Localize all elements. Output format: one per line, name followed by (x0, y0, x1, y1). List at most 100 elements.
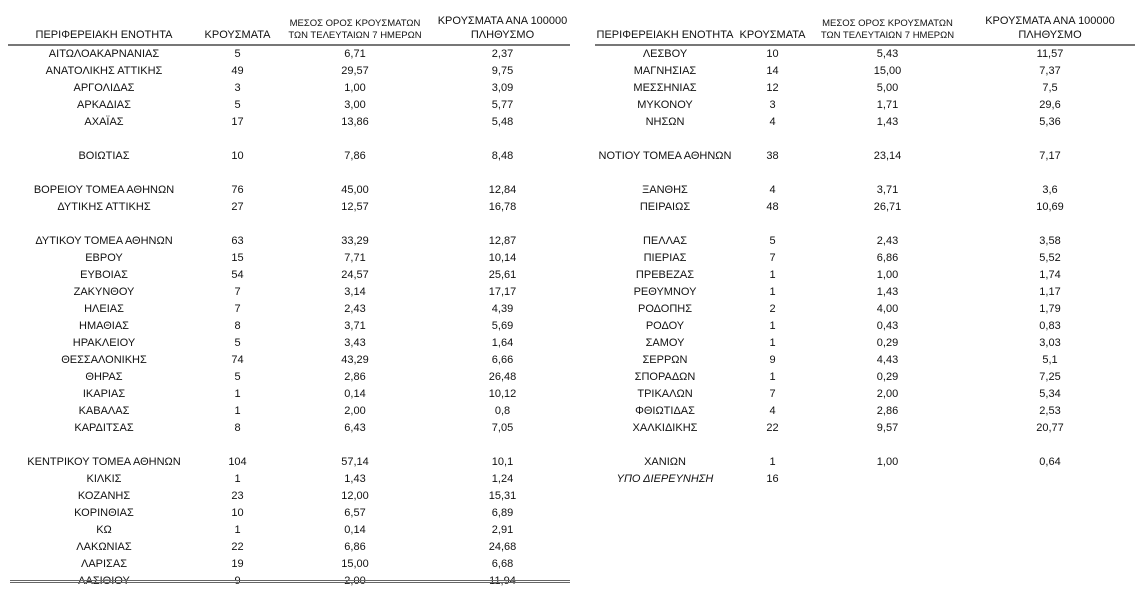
per100k-value: 24,68 (488, 541, 517, 553)
left-table-body: ΑΙΤΩΛΟΑΚΑΡΝΑΝΙΑΣ 5 6,71 2,37 ΑΝΑΤΟΛΙΚΗΣ ΑΤΤΙ… (8, 45, 570, 590)
avg7-value: 6,43 (344, 422, 366, 434)
table-row: ΠΙΕΡΙΑΣ 7 6,86 5,52 (595, 250, 1135, 267)
header-cases: ΚΡΟΥΣΜΑΤΑ (200, 12, 275, 46)
table-row: ΚΕΝΤΡΙΚΟΥ ΤΟΜΕΑ ΑΘΗΝΩΝ 104 57,14 10,1 (8, 454, 570, 471)
table-row: ΑΡΚΑΔΙΑΣ 5 3,00 5,77 (8, 97, 570, 114)
cases-value: 15 (231, 252, 244, 264)
avg7-value: 24,57 (341, 269, 369, 281)
per100k-value: 1,74 (1039, 269, 1061, 281)
region-name: ΑΝΑΤΟΛΙΚΗΣ ΑΤΤΙΚΗΣ (45, 65, 163, 77)
per100k-value: 7,5 (1042, 82, 1058, 94)
region-name: ΠΕΛΛΑΣ (642, 235, 688, 247)
region-name: ΜΥΚΟΝΟΥ (637, 99, 693, 111)
per100k-value: 1,79 (1039, 303, 1061, 315)
cases-value: 9 (769, 354, 776, 366)
avg7-value: 2,00 (344, 405, 366, 417)
cases-value: 76 (231, 184, 244, 196)
avg7-value: 5,00 (876, 82, 899, 94)
per100k-value: 5,1 (1042, 354, 1058, 366)
avg7-value: 2,00 (344, 575, 366, 587)
per100k-value: 0,8 (494, 405, 511, 417)
per100k-value: 0,83 (1039, 320, 1061, 332)
cases-value: 8 (234, 422, 241, 434)
region-name: ΦΘΙΩΤΙΔΑΣ (635, 405, 695, 417)
table-row: ΚΟΡΙΝΘΙΑΣ 10 6,57 6,89 (8, 505, 570, 522)
header-per100k-line1: ΚΡΟΥΣΜΑΤΑ ΑΝΑ 100000 (437, 15, 568, 27)
avg7-value: 6,86 (876, 252, 899, 264)
per100k-value: 10,12 (488, 388, 517, 400)
avg7-value: 0,29 (876, 371, 899, 383)
per100k-value: 5,77 (491, 99, 514, 111)
per100k-value: 6,68 (491, 558, 514, 570)
table-row: ΛΕΣΒΟΥ 10 5,43 11,57 (595, 45, 1135, 63)
per100k-value: 7,37 (1039, 65, 1061, 77)
region-name: ΚΕΝΤΡΙΚΟΥ ΤΟΜΕΑ ΑΘΗΝΩΝ (27, 456, 181, 468)
cases-value: 1 (769, 286, 776, 298)
per100k-value: 1,64 (491, 337, 514, 349)
per100k-value: 3,09 (491, 82, 514, 94)
spacer-row (8, 131, 570, 148)
cases-value: 2 (769, 303, 776, 315)
avg7-value: 3,43 (344, 337, 366, 349)
per100k-value: 0,64 (1039, 456, 1061, 468)
cases-value: 1 (234, 473, 241, 485)
avg7-value: 26,71 (873, 201, 902, 213)
table-row: ΒΟΙΩΤΙΑΣ 10 7,86 8,48 (8, 148, 570, 165)
cases-value: 3 (769, 99, 776, 111)
cases-value: 48 (766, 201, 779, 213)
header-per100k-line2: ΠΛΗΘΥΣΜΟ (1018, 29, 1082, 41)
spacer-row (8, 437, 570, 454)
table-row: ΚΟΖΑΝΗΣ 23 12,00 15,31 (8, 488, 570, 505)
table-row: ΑΧΑΪΑΣ 17 13,86 5,48 (8, 114, 570, 131)
avg7-value: 15,00 (341, 558, 369, 570)
header-region: ΠΕΡΙΦΕΡΕΙΑΚΗ ΕΝΟΤΗΤΑ (595, 12, 735, 46)
header-per100k-line2: ΠΛΗΘΥΣΜΟ (470, 29, 535, 41)
table-row: ΜΥΚΟΝΟΥ 3 1,71 29,6 (595, 97, 1135, 114)
per100k-value: 11,94 (489, 575, 516, 587)
spacer-row (595, 131, 1135, 148)
per100k-value: 26,48 (488, 371, 517, 383)
table-row: ΠΕΙΡΑΙΩΣ 48 26,71 10,69 (595, 199, 1135, 216)
cases-value: 1 (769, 371, 776, 383)
avg7-value: 13,86 (341, 116, 369, 128)
per100k-value: 15,31 (488, 490, 517, 502)
region-name: ΒΟΙΩΤΙΑΣ (78, 150, 130, 162)
region-name: ΠΡΕΒΕΖΑΣ (635, 269, 695, 281)
table-row: ΡΟΔΟΥ 1 0,43 0,83 (595, 318, 1135, 335)
per100k-value: 5,69 (491, 320, 514, 332)
cases-value: 1 (234, 524, 241, 536)
region-name: ΠΕΙΡΑΙΩΣ (639, 201, 691, 213)
region-name: ΥΠΟ ΔΙΕΡΕΥΝΗΣΗ (616, 473, 714, 485)
avg7-value: 3,14 (344, 286, 366, 298)
cases-table-right: ΠΕΡΙΦΕΡΕΙΑΚΗ ΕΝΟΤΗΤΑ ΚΡΟΥΣΜΑΤΑ ΜΕΣΟΣ ΟΡΟ… (595, 12, 1135, 488)
cases-value: 23 (231, 490, 244, 502)
per100k-value: 17,17 (488, 286, 517, 298)
region-name: ΚΟΖΑΝΗΣ (77, 490, 131, 502)
region-name: ΜΑΓΝΗΣΙΑΣ (633, 65, 697, 77)
avg7-value: 2,86 (344, 371, 366, 383)
avg7-value: 2,43 (344, 303, 366, 315)
per100k-value: 1,17 (1039, 286, 1061, 298)
table-row: ΖΑΚΥΝΘΟΥ 7 3,14 17,17 (8, 284, 570, 301)
table-row: ΝΗΣΩΝ 4 1,43 5,36 (595, 114, 1135, 131)
cases-value: 8 (234, 320, 241, 332)
region-name: ΣΠΟΡΑΔΩΝ (634, 371, 696, 383)
header-avg7-line1: ΜΕΣΟΣ ΟΡΟΣ ΚΡΟΥΣΜΑΤΩΝ (822, 18, 953, 29)
region-name: ΙΚΑΡΙΑΣ (82, 388, 126, 400)
region-name: ΣΑΜΟΥ (645, 337, 685, 349)
table-row: ΧΑΛΚΙΔΙΚΗΣ 22 9,57 20,77 (595, 420, 1135, 437)
cases-value: 5 (234, 48, 241, 60)
table-row: ΣΑΜΟΥ 1 0,29 3,03 (595, 335, 1135, 352)
table-row: ΒΟΡΕΙΟΥ ΤΟΜΕΑ ΑΘΗΝΩΝ 76 45,00 12,84 (8, 182, 570, 199)
region-name: ΚΑΡΔΙΤΣΑΣ (74, 422, 134, 434)
cases-value: 10 (766, 48, 779, 60)
cases-value: 5 (234, 99, 241, 111)
per100k-value: 6,66 (491, 354, 514, 366)
table-row: ΔΥΤΙΚΟΥ ΤΟΜΕΑ ΑΘΗΝΩΝ 63 33,29 12,87 (8, 233, 570, 250)
region-name: ΘΗΡΑΣ (85, 371, 123, 383)
per100k-value: 10,14 (488, 252, 517, 264)
region-name: ΗΡΑΚΛΕΙΟΥ (72, 337, 136, 349)
region-name: ΡΟΔΟΥ (645, 320, 685, 332)
header-per100k: ΚΡΟΥΣΜΑΤΑ ΑΝΑ 100000 ΠΛΗΘΥΣΜΟ (435, 12, 570, 46)
region-name: ΚΑΒΑΛΑΣ (78, 405, 130, 417)
